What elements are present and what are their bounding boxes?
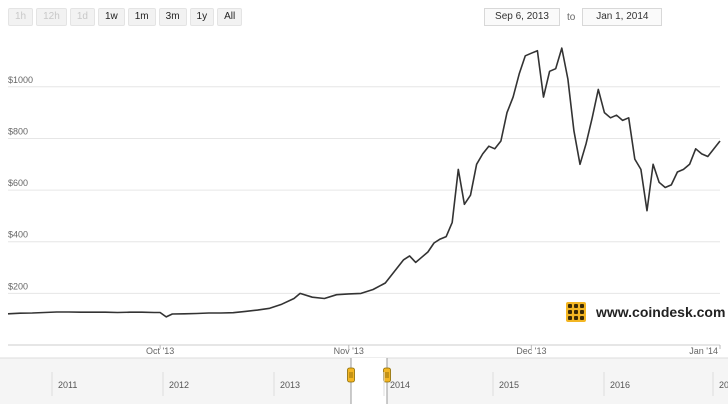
- navigator-selection[interactable]: [351, 358, 387, 404]
- zoom-toolbar: 1h 12h 1d 1w 1m 3m 1y All: [8, 8, 243, 26]
- navigator-handle-left[interactable]: [347, 367, 355, 383]
- navigator-year-label: 2016: [610, 380, 630, 390]
- zoom-button-1m[interactable]: 1m: [127, 8, 156, 26]
- navigator-year-label: 20: [719, 380, 728, 390]
- range-to-label: to: [567, 11, 576, 23]
- navigator-year-label: 2013: [280, 380, 300, 390]
- logo-text: www.coindesk.com: [596, 304, 726, 320]
- zoom-button-3m[interactable]: 3m: [158, 8, 187, 26]
- x-tick-label: Nov '13: [334, 346, 364, 356]
- navigator-year-label: 2014: [390, 380, 410, 390]
- date-range-selector: to: [484, 8, 663, 26]
- navigator[interactable]: 2011 2012 2013 2014 2015 2016 20: [0, 357, 728, 404]
- range-from-input[interactable]: [484, 8, 560, 26]
- x-tick-label: Oct '13: [146, 346, 174, 356]
- coindesk-logo-icon: [566, 302, 586, 322]
- navigator-year-label: 2012: [169, 380, 189, 390]
- navigator-year-label: 2015: [499, 380, 519, 390]
- coindesk-logo[interactable]: www.coindesk.com: [566, 302, 725, 322]
- grid: [8, 86, 720, 346]
- zoom-button-12h[interactable]: 12h: [36, 8, 67, 26]
- zoom-button-all[interactable]: All: [217, 8, 243, 26]
- y-tick-label: $800: [8, 126, 28, 136]
- zoom-button-1h[interactable]: 1h: [8, 8, 34, 26]
- navigator-year-label: 2011: [58, 380, 77, 390]
- series-line: [7, 47, 721, 318]
- zoom-button-1w[interactable]: 1w: [97, 8, 125, 26]
- y-tick-label: $600: [8, 178, 28, 188]
- range-to-input[interactable]: [582, 8, 663, 26]
- y-tick-label: $400: [8, 230, 28, 240]
- y-tick-label: $1000: [8, 75, 33, 85]
- y-axis: $200 $400 $600 $800 $1000: [8, 75, 33, 292]
- zoom-button-1d[interactable]: 1d: [69, 8, 95, 26]
- x-tick-label: Jan '14: [689, 346, 718, 356]
- zoom-button-1y[interactable]: 1y: [189, 8, 215, 26]
- x-tick-label: Dec '13: [516, 346, 546, 356]
- x-axis: Oct '13 Nov '13 Dec '13 Jan '14: [146, 345, 721, 356]
- y-tick-label: $200: [8, 281, 28, 291]
